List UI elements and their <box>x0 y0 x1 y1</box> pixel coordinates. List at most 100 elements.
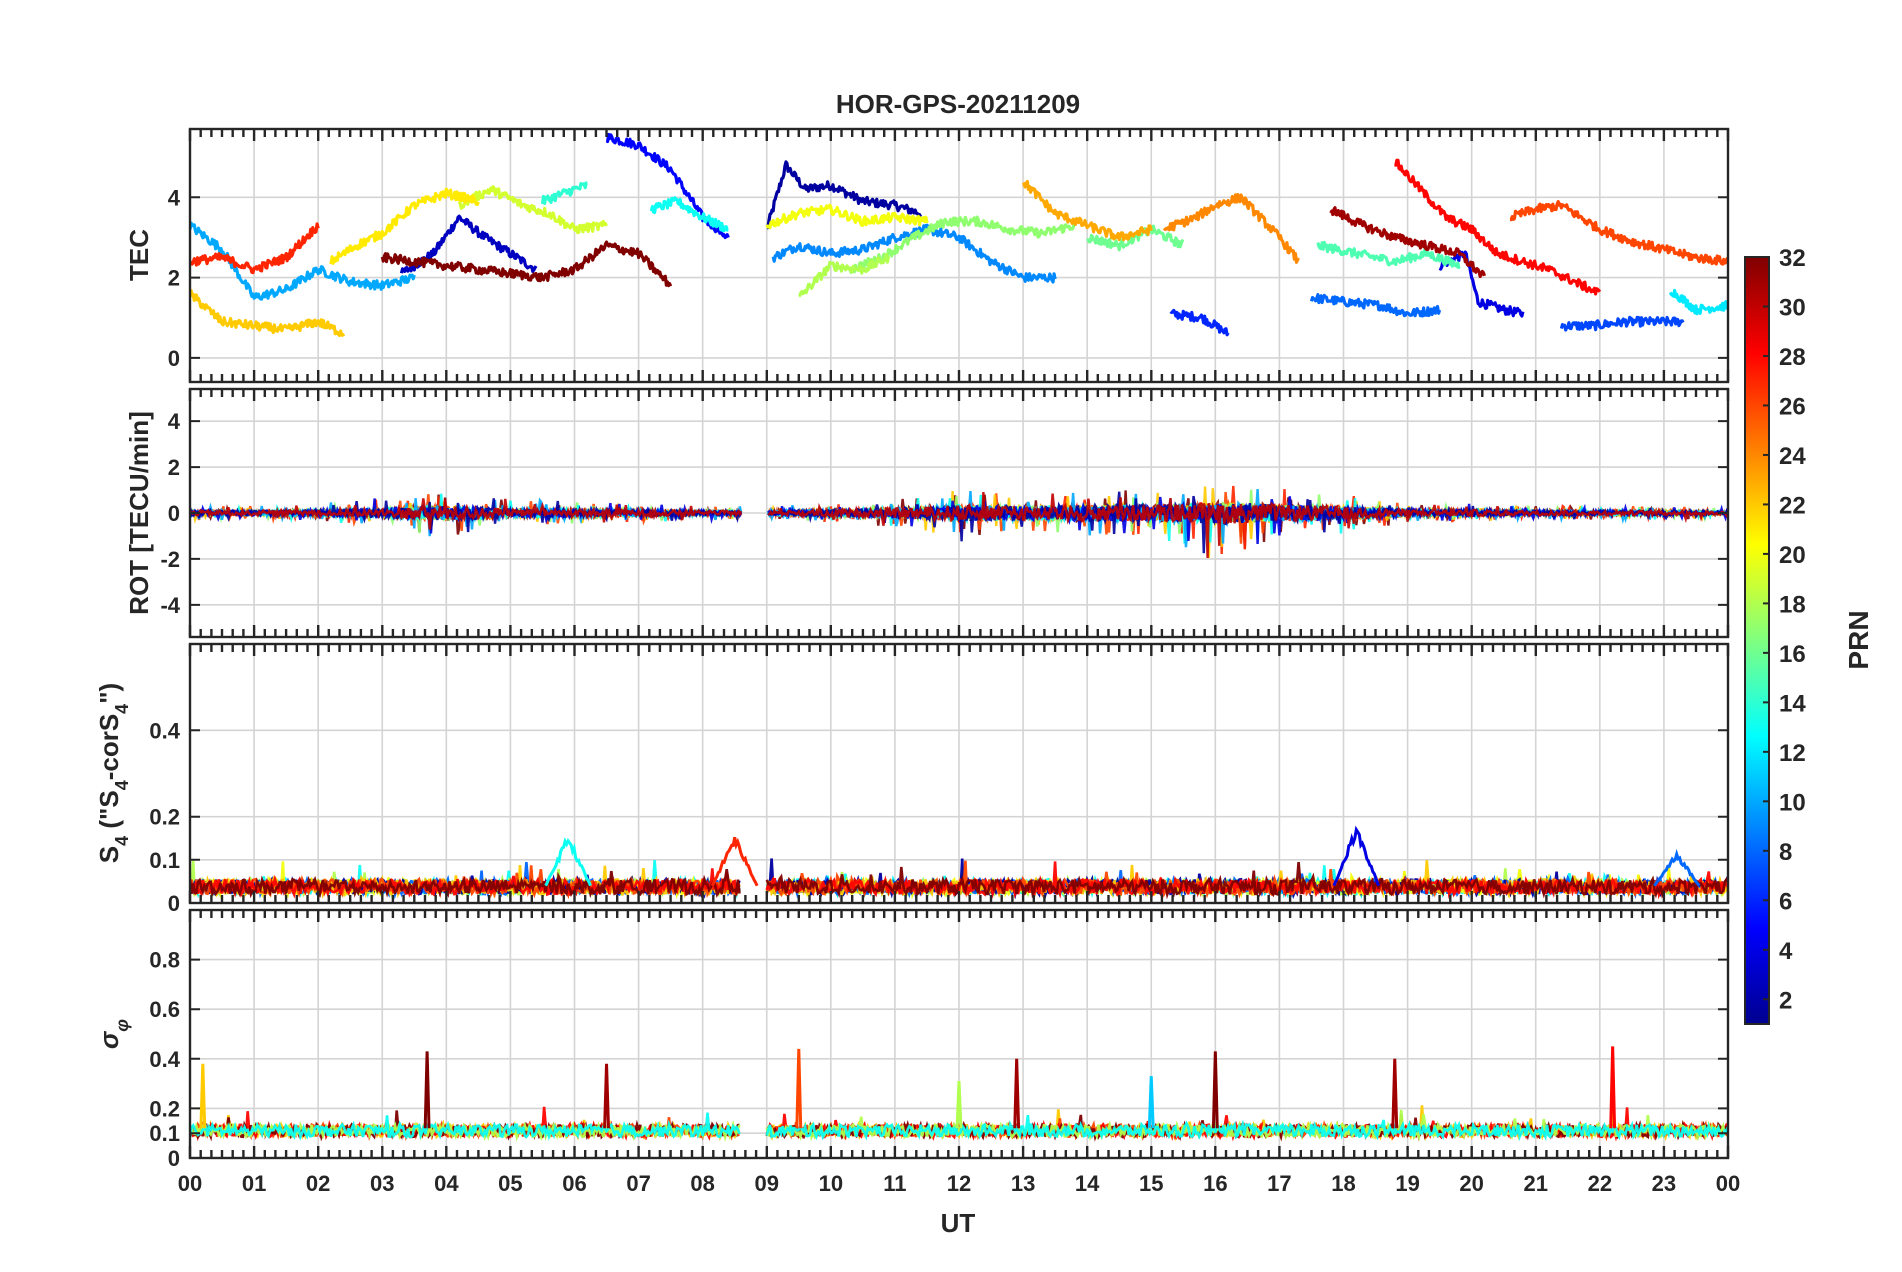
colorbar-tick-label: 24 <box>1779 443 1806 470</box>
colorbar-tick-label: 6 <box>1779 888 1792 915</box>
colorbar-tick-label: 8 <box>1779 839 1792 866</box>
colorbar-tick-label: 30 <box>1779 294 1806 321</box>
x-tick-label: 13 <box>1011 1171 1035 1196</box>
x-tick-label: 19 <box>1395 1171 1419 1196</box>
plot-data <box>190 825 1728 900</box>
colorbar-tick-label: 32 <box>1779 245 1806 272</box>
x-ticks-marks <box>188 910 1730 1158</box>
x-tick-label: 22 <box>1588 1171 1612 1196</box>
y-tick-label: 2 <box>168 455 180 480</box>
y-tick-label: 0.2 <box>149 805 180 830</box>
x-tick-label: 02 <box>306 1171 330 1196</box>
x-tick-label: 21 <box>1524 1171 1548 1196</box>
x-tick-label: 20 <box>1459 1171 1483 1196</box>
tec-series-prn-22 <box>190 288 346 338</box>
sigma-spike-prn-26 <box>795 1048 803 1129</box>
tec-series-prn-12 <box>1668 288 1728 316</box>
y-tick-label: 0 <box>168 1146 180 1171</box>
colorbar-tick-label: 18 <box>1779 591 1806 618</box>
x-tick-label: 11 <box>883 1171 906 1196</box>
tec-series-prn-23 <box>1021 180 1153 242</box>
x-tick-label: 05 <box>498 1171 522 1196</box>
x-tick-label: 18 <box>1331 1171 1355 1196</box>
colorbar-tick-label: 28 <box>1779 344 1806 371</box>
y-tick-label: 0 <box>168 891 180 916</box>
tec-series-prn-7 <box>1559 315 1685 332</box>
axis-ticks <box>188 644 1730 904</box>
colorbar-tick-label: 16 <box>1779 641 1806 668</box>
x-tick-label: 14 <box>1075 1171 1100 1196</box>
tec-series-prn-13 <box>649 196 729 233</box>
tec-series-prn-27 <box>190 222 320 275</box>
x-axis-label: UT <box>941 1208 976 1238</box>
panel-tec: 0 2 4 TEC <box>124 127 1730 384</box>
colorbar-tick-label: 22 <box>1779 492 1806 519</box>
y-tick-label: 0 <box>168 501 180 526</box>
y-tick-label: -2 <box>160 547 180 572</box>
plot-data <box>190 1046 1728 1143</box>
x-tick-label: 12 <box>947 1171 971 1196</box>
x-tick-label: 23 <box>1652 1171 1676 1196</box>
rot-series-prn-30 <box>190 491 1728 559</box>
sigma-spike-prn-31 <box>603 1063 610 1129</box>
tec-series-prn-20 <box>765 203 929 230</box>
x-tick-label: 00 <box>1716 1171 1740 1196</box>
axis-ticks <box>188 910 1730 1159</box>
colorbar-tick-label: 12 <box>1779 740 1806 767</box>
panel-sigma_phi: 00.10.2 0.4 0.6 0.8 σφ <box>94 908 1730 1171</box>
sigma-spike-prn-32 <box>1211 1051 1219 1129</box>
s4-peak-prn-4 <box>1332 825 1381 887</box>
plot-data <box>190 485 1728 559</box>
sigma-spike-prn-18 <box>955 1081 963 1129</box>
y-tick-label: 2 <box>168 266 180 291</box>
x-tick-label: 10 <box>819 1171 843 1196</box>
x-tick-label: 17 <box>1267 1171 1291 1196</box>
x-tick-label: 00 <box>178 1171 202 1196</box>
x-tick-label: 06 <box>562 1171 586 1196</box>
x-tick-label: 04 <box>434 1171 459 1196</box>
x-tick-label: 07 <box>626 1171 650 1196</box>
x-tick-label: 01 <box>242 1171 266 1196</box>
colorbar-gradient <box>1744 256 1770 1025</box>
sigma-series-prn-13 <box>190 1112 1728 1142</box>
panel-rot: -4 -2 0 2 4 ROT [TECU/min] <box>124 387 1730 639</box>
y-axis-label-rot: ROT [TECU/min] <box>124 411 154 615</box>
y-tick-label: 0.4 <box>149 1047 180 1072</box>
y-tick-label: 4 <box>168 409 181 434</box>
s4-peak-prn-27 <box>710 837 759 887</box>
tec-series-prn-28 <box>1394 158 1602 296</box>
y-tick-label: 0.2 <box>149 1096 180 1121</box>
x-tick-label: 16 <box>1203 1171 1227 1196</box>
tec-series-prn-5 <box>605 132 730 240</box>
y-tick-label: 0.4 <box>149 718 180 743</box>
sigma-spike-prn-11 <box>1147 1076 1155 1129</box>
x-tick-labels: 00 01 02 03 04 05 06 07 08 09 10 11 12 13 14 15 16 17 18 19… <box>178 1171 1740 1196</box>
x-ticks-marks <box>188 644 1730 903</box>
tec-series-prn-31 <box>1329 206 1487 279</box>
y-tick-label: 0 <box>168 346 180 371</box>
sigma-spike-prn-22 <box>199 1063 207 1129</box>
panel-s4: 0 0.1 0.2 0.4 S4 ("S4-corS4") <box>94 642 1730 916</box>
x-tick-label: 03 <box>370 1171 394 1196</box>
plot-data <box>190 132 1728 338</box>
y-axis-label-s4: S4 ("S4-corS4") <box>94 683 132 863</box>
tec-series-prn-18 <box>798 253 891 298</box>
tec-series-prn-6 <box>1169 308 1230 337</box>
tec-series-prn-21 <box>329 187 480 265</box>
tec-series-prn-15 <box>1316 240 1461 270</box>
chart-title: HOR-GPS-20211209 <box>836 89 1080 119</box>
tec-series-prn-16 <box>1086 224 1185 252</box>
y-ticks-marks <box>190 729 1728 904</box>
s4-peak-prn-13 <box>544 837 592 887</box>
colorbar-tick-label: 20 <box>1779 542 1806 569</box>
tec-series-prn-9 <box>771 223 1057 284</box>
tec-series-prn-10 <box>190 221 416 301</box>
x-tick-label: 15 <box>1139 1171 1163 1196</box>
y-tick-label: -4 <box>160 593 180 618</box>
sigma-spike-prn-28 <box>1609 1046 1617 1129</box>
y-tick-label: 0.1 <box>149 1121 180 1146</box>
axis-ticks <box>188 129 1730 382</box>
